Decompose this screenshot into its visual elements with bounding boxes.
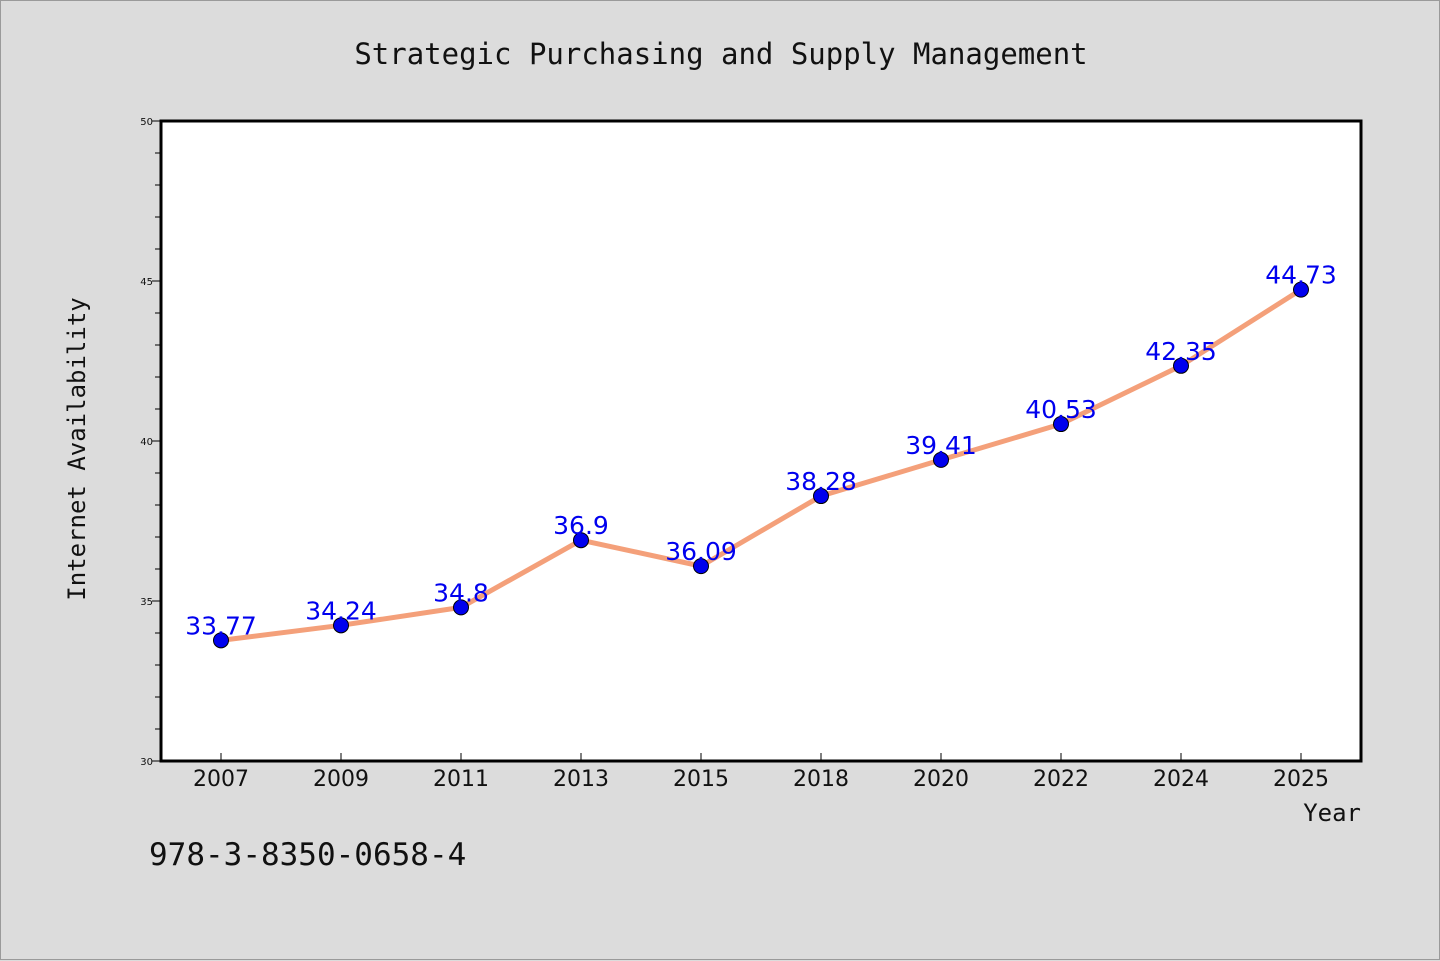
x-tick-label: 2011 <box>433 767 489 792</box>
data-label: 44.73 <box>1265 261 1337 290</box>
x-tick-label: 2018 <box>793 767 849 792</box>
data-label: 38.28 <box>785 467 857 496</box>
y-tick-label: 35 <box>140 597 153 608</box>
data-labels: 33.77 34.24 34.8 36.9 36.09 38.28 39.41 40.53 42… <box>185 261 1337 641</box>
data-label: 40.53 <box>1025 395 1097 424</box>
y-tick-label: 30 <box>140 757 153 768</box>
data-label: 42.35 <box>1145 337 1217 366</box>
data-point <box>933 451 949 468</box>
data-point <box>1293 281 1309 298</box>
data-label: 34.8 <box>433 578 489 607</box>
x-tick-label: 2015 <box>673 767 729 792</box>
y-tick-label: 45 <box>140 277 153 288</box>
data-label: 34.24 <box>305 596 377 625</box>
plot-frame <box>159 119 1363 763</box>
x-tick-label: 2013 <box>553 767 609 792</box>
data-point <box>333 617 349 634</box>
y-axis-label: Internet Availability <box>63 297 91 600</box>
isbn-annotation: 978-3-8350-0658-4 <box>149 837 466 873</box>
data-label: 33.77 <box>185 611 257 640</box>
x-tick-label: 2009 <box>313 767 369 792</box>
x-axis: 2007 2009 2011 2013 2015 2018 2020 2022 2024 2025 <box>193 753 1329 792</box>
y-tick-label: 40 <box>140 437 153 448</box>
data-point <box>693 558 709 575</box>
series-layer <box>213 281 1309 649</box>
x-tick-label: 2024 <box>1153 767 1209 792</box>
data-point <box>813 488 829 505</box>
x-tick-label: 2007 <box>193 767 249 792</box>
data-point <box>453 599 469 616</box>
x-axis-label: Year <box>1303 799 1361 827</box>
plot-area <box>161 121 1361 761</box>
x-tick-label: 2025 <box>1273 767 1329 792</box>
series-line <box>218 287 1304 643</box>
x-tick-label: 2022 <box>1033 767 1089 792</box>
data-point <box>1053 416 1069 433</box>
data-point <box>213 632 229 649</box>
data-label: 36.09 <box>665 537 737 566</box>
chart-title: Strategic Purchasing and Supply Manageme… <box>354 37 1087 71</box>
y-tick-label: 50 <box>140 117 153 128</box>
y-axis: 30 35 40 45 50 <box>140 117 161 768</box>
data-point <box>573 532 589 549</box>
x-tick-label: 2020 <box>913 767 969 792</box>
data-point <box>1173 357 1189 374</box>
data-label: 36.9 <box>553 511 609 540</box>
data-label: 39.41 <box>905 431 977 460</box>
